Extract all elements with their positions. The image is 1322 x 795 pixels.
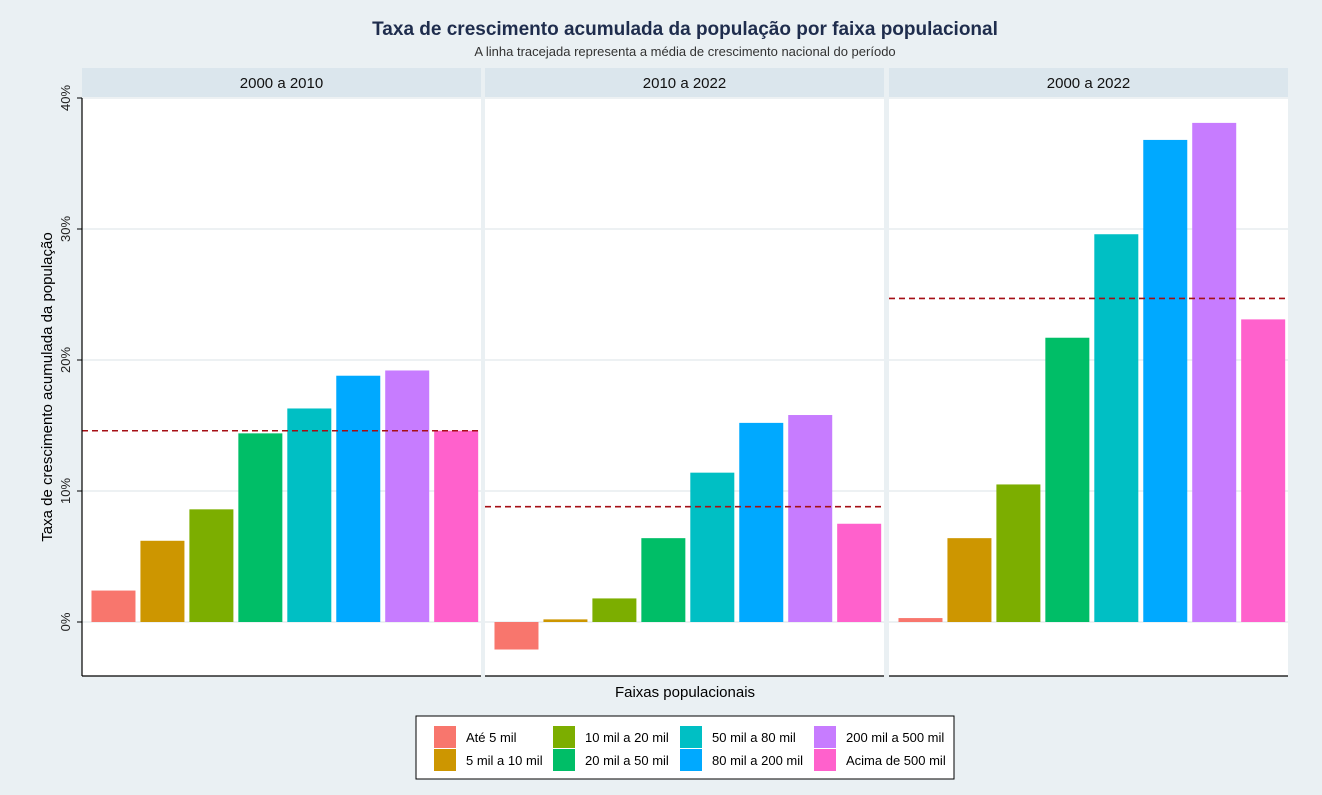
- bar-5: [690, 472, 735, 622]
- bar-4: [1045, 337, 1090, 622]
- y-axis-label: Taxa de crescimento acumulada da populaç…: [39, 232, 56, 541]
- bar-7: [385, 370, 430, 622]
- y-tick-label: 10%: [58, 478, 73, 504]
- panel-3: 2000 a 2022: [889, 68, 1288, 677]
- bar-2: [140, 540, 185, 622]
- bar-1: [494, 622, 539, 650]
- panel-1: 2000 a 2010: [82, 68, 481, 677]
- legend-label-8: Acima de 500 mil: [846, 753, 946, 768]
- legend-label-1: Até 5 mil: [466, 730, 517, 745]
- legend-label-3: 10 mil a 20 mil: [585, 730, 669, 745]
- y-tick-label: 0%: [58, 612, 73, 631]
- panel-label: 2000 a 2022: [1047, 75, 1130, 92]
- legend-swatch-1: [434, 726, 456, 748]
- bar-7: [1192, 122, 1237, 622]
- panel-strip: [485, 68, 884, 97]
- panel-2: 2010 a 2022: [485, 68, 884, 677]
- bar-8: [434, 430, 479, 622]
- legend-label-6: 80 mil a 200 mil: [712, 753, 803, 768]
- legend-swatch-7: [814, 726, 836, 748]
- panel-strip: [889, 68, 1288, 97]
- chart-subtitle: A linha tracejada representa a média de …: [474, 44, 895, 59]
- chart-title: Taxa de crescimento acumulada da populaç…: [372, 19, 998, 40]
- bar-6: [1143, 139, 1188, 623]
- legend: Até 5 mil 5 mil a 10 mil 10 mil a 20 mil 20…: [415, 715, 955, 780]
- bar-1: [898, 618, 943, 622]
- bar-1: [91, 590, 136, 622]
- bar-3: [592, 598, 637, 622]
- legend-label-7: 200 mil a 500 mil: [846, 730, 944, 745]
- bar-3: [996, 484, 1041, 622]
- bar-5: [287, 408, 332, 622]
- x-axis-label: Faixas populacionais: [615, 684, 755, 701]
- bar-8: [1241, 319, 1286, 622]
- bar-4: [238, 433, 283, 622]
- legend-label-2: 5 mil a 10 mil: [466, 753, 543, 768]
- legend-swatch-4: [553, 749, 575, 771]
- bar-6: [739, 422, 784, 622]
- bar-2: [543, 619, 588, 622]
- bar-6: [336, 375, 381, 622]
- legend-label-5: 50 mil a 80 mil: [712, 730, 796, 745]
- panel-label: 2000 a 2010: [240, 75, 323, 92]
- legend-swatch-5: [680, 726, 702, 748]
- y-tick-label: 30%: [58, 216, 73, 242]
- bar-2: [947, 538, 992, 622]
- bar-8: [837, 523, 882, 622]
- legend-swatch-2: [434, 749, 456, 771]
- bar-7: [788, 415, 833, 622]
- legend-label-4: 20 mil a 50 mil: [585, 753, 669, 768]
- bar-5: [1094, 234, 1139, 623]
- y-tick-label: 20%: [58, 347, 73, 373]
- panel-strip: [82, 68, 481, 97]
- legend-swatch-8: [814, 749, 836, 771]
- bar-4: [641, 538, 686, 622]
- legend-swatch-3: [553, 726, 575, 748]
- y-tick-label: 40%: [58, 85, 73, 111]
- bar-3: [189, 509, 234, 622]
- panel-label: 2010 a 2022: [643, 75, 726, 92]
- legend-swatch-6: [680, 749, 702, 771]
